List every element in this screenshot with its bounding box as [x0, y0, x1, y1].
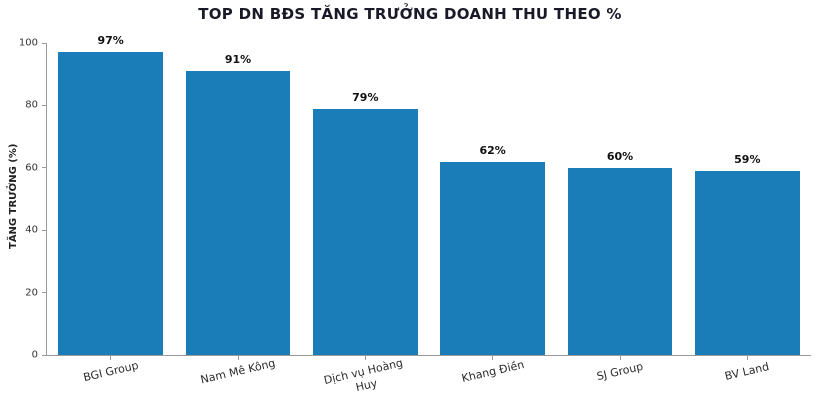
x-tick-label: BGI Group: [81, 358, 140, 385]
y-tick-label: 40: [25, 224, 38, 236]
x-tick-mark: [619, 355, 621, 360]
bar-3: [440, 161, 545, 355]
bar-value-label: 59%: [734, 152, 761, 166]
y-tick-mark: [42, 292, 47, 294]
y-tick-label: 100: [18, 37, 38, 49]
bar-value-label: 62%: [479, 143, 506, 157]
x-tick-label: Nam Mê Kông: [199, 356, 277, 387]
y-tick-mark: [42, 229, 47, 231]
x-tick-mark: [237, 355, 239, 360]
x-tick-label: Khang Điền: [460, 358, 526, 386]
chart-title: TOP DN BĐS TĂNG TRƯỞNG DOANH THU THEO %: [198, 5, 622, 23]
bar-1: [185, 71, 291, 355]
bar-5: [695, 170, 800, 355]
y-tick-label: 0: [31, 349, 38, 361]
bar-value-label: 60%: [606, 149, 634, 163]
y-tick-label: 20: [25, 287, 38, 299]
y-tick-label: 60: [25, 162, 38, 174]
x-tick-mark: [364, 355, 366, 360]
y-tick-mark: [42, 104, 47, 106]
bar-value-label: 91%: [224, 53, 252, 67]
y-tick-label: 80: [25, 99, 38, 111]
x-tick-label: Dịch vụ Hoàng Huy: [322, 356, 405, 394]
x-tick-label: SJ Group: [595, 359, 645, 384]
bar-4: [567, 167, 673, 355]
x-tick-mark: [746, 355, 748, 360]
x-tick-mark: [110, 355, 112, 360]
plot-area: 0 20 40 60 80 100 97% BGI Group 91% Nam Mê Kông 79…: [19, 34, 811, 394]
x-tick-mark: [492, 355, 494, 360]
y-tick-mark: [42, 354, 47, 356]
bar-2: [313, 108, 418, 355]
bar-value-label: 79%: [352, 90, 379, 104]
x-tick-label: BV Land: [723, 360, 771, 383]
bar-0: [58, 52, 163, 355]
y-tick-mark: [42, 167, 47, 169]
y-tick-mark: [42, 42, 47, 44]
y-axis-label: TĂNG TRƯỞNG (%): [8, 143, 19, 249]
bar-value-label: 97%: [97, 34, 124, 48]
